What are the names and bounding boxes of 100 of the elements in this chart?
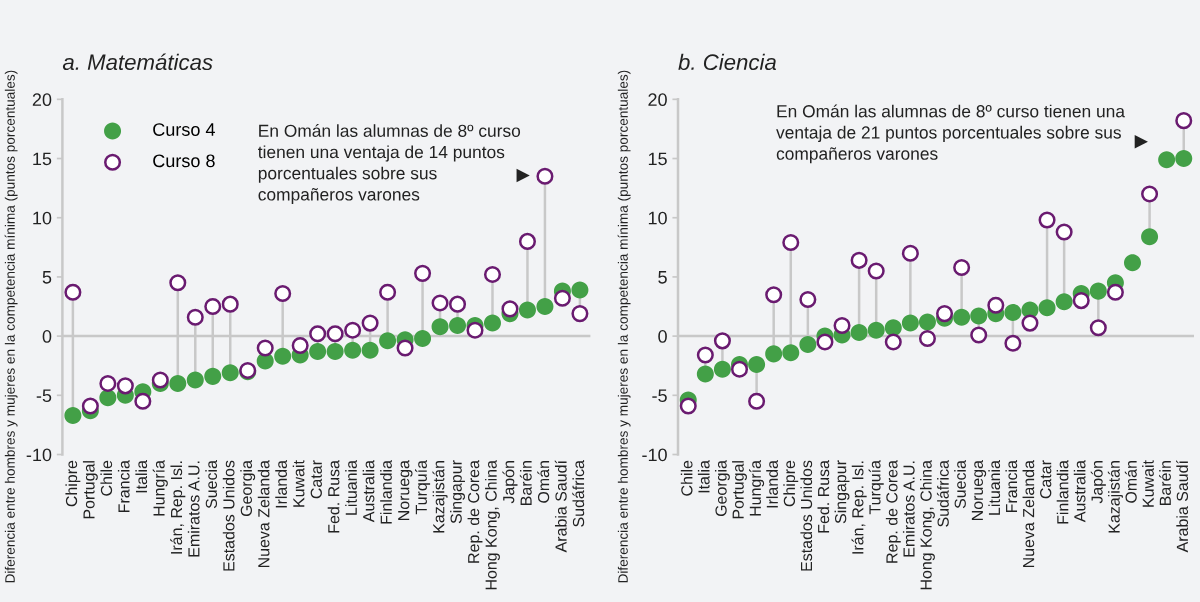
point [483, 314, 501, 332]
x-tick-label: Japón [1090, 461, 1106, 504]
x-tick-label: Rep. de Corea [467, 460, 483, 563]
x-tick-label: Singapur [450, 460, 465, 524]
x-tick-label: Lituania [345, 460, 357, 515]
point [309, 325, 327, 343]
point [696, 365, 714, 383]
point [431, 318, 449, 336]
point [169, 374, 187, 392]
point [536, 167, 554, 185]
point [953, 258, 971, 276]
point [221, 364, 239, 382]
y-tick-label: -5 [652, 389, 667, 403]
x-tick-label: Irlanda [275, 460, 287, 508]
x-tick-label: Sudáfrica [572, 460, 585, 527]
point [884, 333, 902, 351]
x-tick-label: Catar [310, 460, 322, 499]
y-tick-label: -10 [642, 448, 667, 462]
point [1038, 211, 1056, 229]
point [99, 389, 117, 407]
point [1055, 223, 1073, 241]
point [64, 283, 82, 301]
point [553, 289, 571, 307]
y-tick-label: 10 [648, 211, 667, 225]
point [1072, 292, 1090, 310]
point [1141, 185, 1159, 203]
point [850, 251, 868, 269]
x-tick-label: Irlanda [766, 460, 778, 508]
x-tick-label: Suecia [205, 460, 218, 509]
x-tick-label: Turquía [415, 460, 431, 515]
point [1158, 151, 1176, 169]
x-tick-label: Omán [1124, 461, 1137, 503]
x-tick-label: Georgia [714, 460, 730, 517]
x-tick-label: Kuwait [1142, 460, 1154, 507]
point [765, 345, 783, 363]
x-tick-label: Georgia [240, 460, 256, 517]
point [344, 321, 362, 339]
annotation: En Omán las alumnas de 8º curso tienen una ventaja de 21 puntos porcentuales sobre sus compañeros varones [776, 104, 1125, 164]
point [936, 305, 954, 323]
point [884, 319, 902, 337]
x-tick-label: Rep. de Corea [885, 460, 901, 563]
x-tick-label: Lituania [988, 460, 1001, 515]
point [448, 295, 467, 313]
point [713, 332, 731, 350]
point [431, 294, 449, 312]
point [134, 392, 152, 410]
y-axis-title: Diferencia entre hombres y mujeres en la competencia mínima (puntos porcentuales) [4, 70, 18, 583]
point [204, 297, 222, 316]
point [396, 339, 414, 357]
x-tick-label: Italia [135, 460, 148, 493]
x-tick-label: Francia [117, 460, 130, 513]
y-tick-label: 15 [648, 152, 667, 166]
x-tick-label: Sudáfrica [936, 460, 949, 527]
point [970, 307, 988, 325]
x-tick-label: Singapur [834, 460, 850, 524]
point [309, 343, 327, 361]
point [782, 234, 800, 252]
x-tick-label: Nueva Zelanda [257, 460, 270, 568]
point [748, 392, 766, 410]
y-axis-title: Diferencia entre hombres y mujeres en la competencia mínima (puntos porcentuales) [617, 70, 631, 583]
x-tick-label: Portugal [732, 461, 747, 519]
y-tick-label: -5 [36, 389, 52, 403]
point [186, 371, 204, 389]
x-tick-label: Baréin [519, 461, 532, 505]
point [169, 274, 187, 292]
y-tick-label: -10 [26, 448, 52, 462]
x-tick-label: Kazajistán [1107, 461, 1123, 533]
point [799, 290, 817, 308]
point [1038, 299, 1056, 317]
point [221, 295, 239, 313]
point [987, 296, 1005, 314]
point [765, 286, 783, 304]
point [953, 308, 971, 326]
point [713, 360, 731, 378]
x-tick-label: Portugal [82, 461, 98, 519]
x-tick-label: Baréin [1159, 461, 1171, 505]
point [1004, 303, 1022, 321]
chart-title: a. Matemáticas [62, 53, 213, 71]
x-tick-label: Chile [100, 460, 113, 496]
point [1089, 282, 1107, 300]
x-tick-label: Kazajistán [432, 461, 448, 533]
y-tick-label: 0 [658, 330, 667, 343]
point [1021, 314, 1039, 332]
point [850, 324, 868, 342]
point [361, 341, 379, 359]
point [466, 321, 484, 339]
x-tick-label: Hong Kong, China [485, 460, 500, 590]
x-tick-label: Turquía [868, 460, 884, 515]
point [1123, 254, 1141, 272]
x-tick-label: Italia [697, 460, 710, 493]
point [326, 325, 344, 343]
y-tick-label: 15 [33, 152, 52, 166]
point [379, 332, 397, 350]
x-tick-label: Hong Kong, China [920, 460, 935, 590]
x-tick-label: Suecia [954, 460, 966, 509]
x-tick-label: Catar [1040, 460, 1052, 499]
x-tick-label: Hungría [749, 460, 765, 516]
point [361, 314, 379, 332]
point [291, 337, 309, 355]
point [799, 335, 817, 353]
